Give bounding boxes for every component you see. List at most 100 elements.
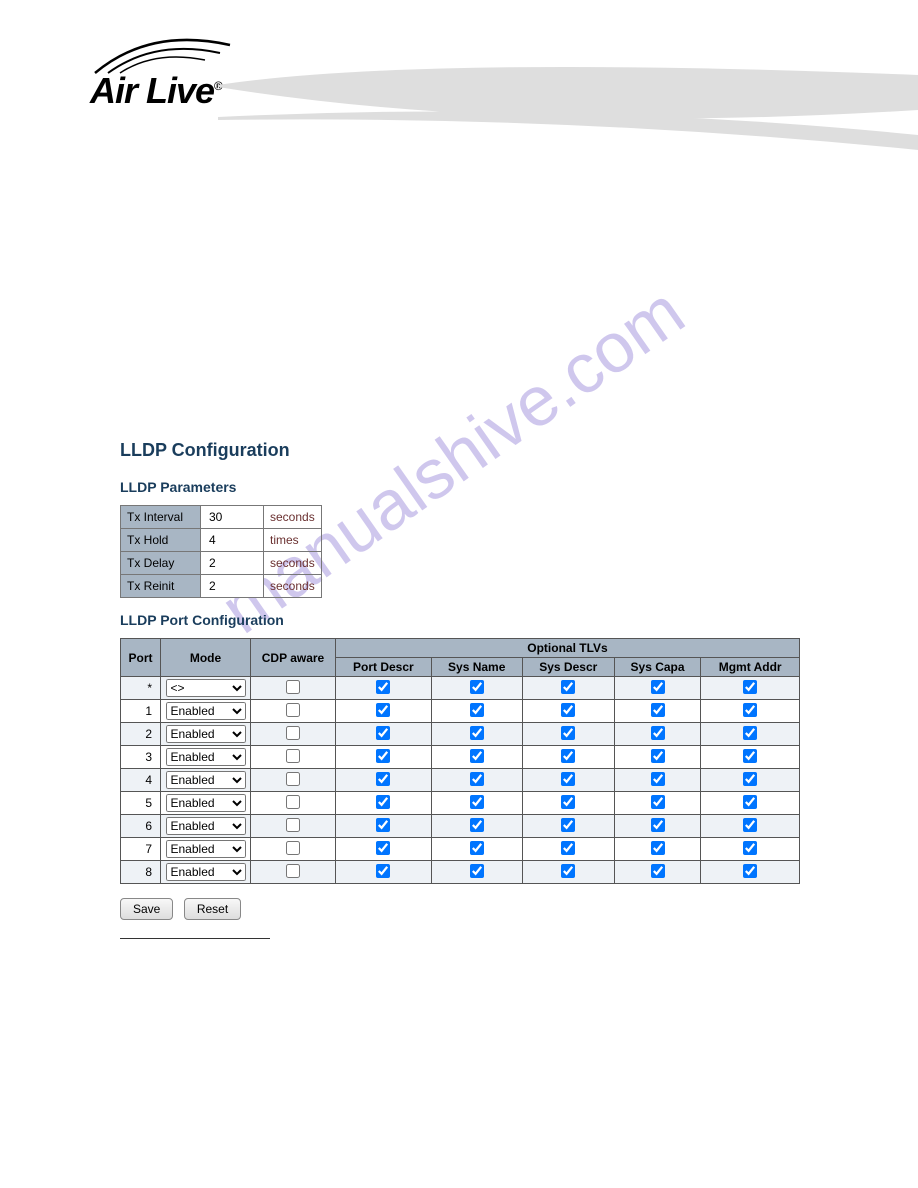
port-config-table: Port Mode CDP aware Optional TLVs Port D… [120, 638, 800, 884]
tlv-checkbox[interactable] [286, 795, 300, 809]
tlv-checkbox[interactable] [286, 864, 300, 878]
tlv-checkbox[interactable] [743, 795, 757, 809]
tlv-checkbox[interactable] [286, 703, 300, 717]
tlv-checkbox[interactable] [651, 795, 665, 809]
content-region: LLDP Configuration LLDP Parameters Tx In… [120, 440, 800, 939]
param-input[interactable] [207, 532, 257, 548]
tlv-checkbox[interactable] [651, 864, 665, 878]
tlv-checkbox[interactable] [651, 841, 665, 855]
tlv-checkbox[interactable] [286, 841, 300, 855]
tlv-checkbox[interactable] [286, 818, 300, 832]
cell-port: * [121, 677, 161, 700]
tlv-checkbox[interactable] [470, 749, 484, 763]
tlv-checkbox[interactable] [651, 749, 665, 763]
tlv-checkbox[interactable] [743, 726, 757, 740]
tlv-checkbox[interactable] [376, 726, 390, 740]
col-sysdescr: Sys Descr [522, 658, 614, 677]
table-row: 1 Enabled [121, 700, 800, 723]
table-row: 3 Enabled [121, 746, 800, 769]
tlv-checkbox[interactable] [743, 680, 757, 694]
tlv-checkbox[interactable] [376, 749, 390, 763]
tlv-checkbox[interactable] [743, 772, 757, 786]
tlv-checkbox[interactable] [470, 703, 484, 717]
cell-port: 4 [121, 769, 161, 792]
button-row: Save Reset [120, 898, 800, 920]
param-row: Tx Reinit seconds [121, 575, 322, 598]
tlv-checkbox[interactable] [561, 772, 575, 786]
tlv-checkbox[interactable] [651, 818, 665, 832]
col-group-tlvs: Optional TLVs [336, 639, 800, 658]
tlv-checkbox[interactable] [561, 864, 575, 878]
tlv-checkbox[interactable] [561, 726, 575, 740]
tlv-checkbox[interactable] [470, 795, 484, 809]
tlv-checkbox[interactable] [470, 864, 484, 878]
tlv-checkbox[interactable] [376, 864, 390, 878]
tlv-checkbox[interactable] [561, 818, 575, 832]
tlv-checkbox[interactable] [561, 749, 575, 763]
param-row: Tx Delay seconds [121, 552, 322, 575]
mode-select[interactable]: Enabled [166, 794, 246, 812]
param-label: Tx Hold [121, 529, 201, 552]
tlv-checkbox[interactable] [376, 795, 390, 809]
page-title: LLDP Configuration [120, 440, 800, 461]
cell-port: 6 [121, 815, 161, 838]
tlv-checkbox[interactable] [743, 818, 757, 832]
mode-select[interactable]: Enabled [166, 863, 246, 881]
tlv-checkbox[interactable] [470, 680, 484, 694]
param-unit: seconds [264, 575, 322, 598]
save-button[interactable]: Save [120, 898, 173, 920]
param-input[interactable] [207, 578, 257, 594]
tlv-checkbox[interactable] [561, 680, 575, 694]
mode-select[interactable]: Enabled [166, 725, 246, 743]
tlv-checkbox[interactable] [651, 680, 665, 694]
table-row: 2 Enabled [121, 723, 800, 746]
cell-port: 1 [121, 700, 161, 723]
reset-button[interactable]: Reset [184, 898, 241, 920]
tlv-checkbox[interactable] [743, 749, 757, 763]
mode-select[interactable]: <> [166, 679, 246, 697]
tlv-checkbox[interactable] [743, 841, 757, 855]
param-row: Tx Interval seconds [121, 506, 322, 529]
tlv-checkbox[interactable] [286, 772, 300, 786]
param-input[interactable] [207, 509, 257, 525]
col-mgmtaddr: Mgmt Addr [701, 658, 800, 677]
col-sysname: Sys Name [431, 658, 522, 677]
tlv-checkbox[interactable] [651, 703, 665, 717]
table-row: 6 Enabled [121, 815, 800, 838]
tlv-checkbox[interactable] [376, 772, 390, 786]
tlv-checkbox[interactable] [286, 726, 300, 740]
tlv-checkbox[interactable] [376, 841, 390, 855]
tlv-checkbox[interactable] [376, 680, 390, 694]
tlv-checkbox[interactable] [376, 818, 390, 832]
mode-select[interactable]: Enabled [166, 817, 246, 835]
tlv-checkbox[interactable] [376, 703, 390, 717]
param-input[interactable] [207, 555, 257, 571]
param-unit: seconds [264, 506, 322, 529]
tlv-checkbox[interactable] [286, 680, 300, 694]
mode-select[interactable]: Enabled [166, 771, 246, 789]
table-row: 8 Enabled [121, 861, 800, 884]
parameters-title: LLDP Parameters [120, 479, 800, 495]
tlv-checkbox[interactable] [470, 818, 484, 832]
mode-select[interactable]: Enabled [166, 748, 246, 766]
mode-select[interactable]: Enabled [166, 702, 246, 720]
tlv-checkbox[interactable] [561, 703, 575, 717]
tlv-checkbox[interactable] [651, 726, 665, 740]
logo-text: Air Live® [90, 70, 222, 112]
tlv-checkbox[interactable] [743, 864, 757, 878]
tlv-checkbox[interactable] [561, 795, 575, 809]
mode-select[interactable]: Enabled [166, 840, 246, 858]
cell-port: 5 [121, 792, 161, 815]
param-unit: times [264, 529, 322, 552]
tlv-checkbox[interactable] [651, 772, 665, 786]
tlv-checkbox[interactable] [743, 703, 757, 717]
param-label: Tx Reinit [121, 575, 201, 598]
separator-line [120, 938, 270, 939]
tlv-checkbox[interactable] [561, 841, 575, 855]
tlv-checkbox[interactable] [470, 772, 484, 786]
col-mode: Mode [161, 639, 251, 677]
col-port: Port [121, 639, 161, 677]
tlv-checkbox[interactable] [470, 726, 484, 740]
tlv-checkbox[interactable] [286, 749, 300, 763]
tlv-checkbox[interactable] [470, 841, 484, 855]
